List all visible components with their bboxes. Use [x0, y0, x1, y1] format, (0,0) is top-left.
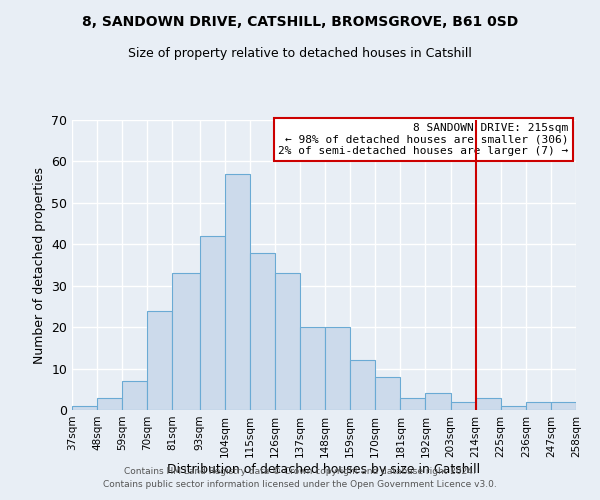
Bar — [300, 327, 325, 410]
Bar — [526, 402, 551, 410]
Bar — [400, 398, 425, 410]
Bar — [250, 252, 275, 410]
Bar — [551, 402, 576, 410]
Text: 8, SANDOWN DRIVE, CATSHILL, BROMSGROVE, B61 0SD: 8, SANDOWN DRIVE, CATSHILL, BROMSGROVE, … — [82, 15, 518, 29]
Bar — [325, 327, 350, 410]
Bar — [97, 398, 122, 410]
Bar — [72, 406, 97, 410]
Bar — [200, 236, 225, 410]
Bar — [476, 398, 501, 410]
Text: 8 SANDOWN DRIVE: 215sqm
← 98% of detached houses are smaller (306)
2% of semi-de: 8 SANDOWN DRIVE: 215sqm ← 98% of detache… — [278, 123, 568, 156]
Text: Contains HM Land Registry data © Crown copyright and database right 2024.: Contains HM Land Registry data © Crown c… — [124, 467, 476, 476]
Bar — [451, 402, 476, 410]
Bar — [122, 381, 147, 410]
Bar — [501, 406, 526, 410]
Bar — [225, 174, 250, 410]
Bar — [147, 310, 172, 410]
Text: Contains public sector information licensed under the Open Government Licence v3: Contains public sector information licen… — [103, 480, 497, 489]
Text: Size of property relative to detached houses in Catshill: Size of property relative to detached ho… — [128, 48, 472, 60]
Bar — [376, 377, 400, 410]
Bar — [350, 360, 376, 410]
Y-axis label: Number of detached properties: Number of detached properties — [32, 166, 46, 364]
Bar — [425, 394, 451, 410]
Bar — [172, 274, 200, 410]
Bar — [275, 274, 300, 410]
X-axis label: Distribution of detached houses by size in Catshill: Distribution of detached houses by size … — [167, 462, 481, 475]
